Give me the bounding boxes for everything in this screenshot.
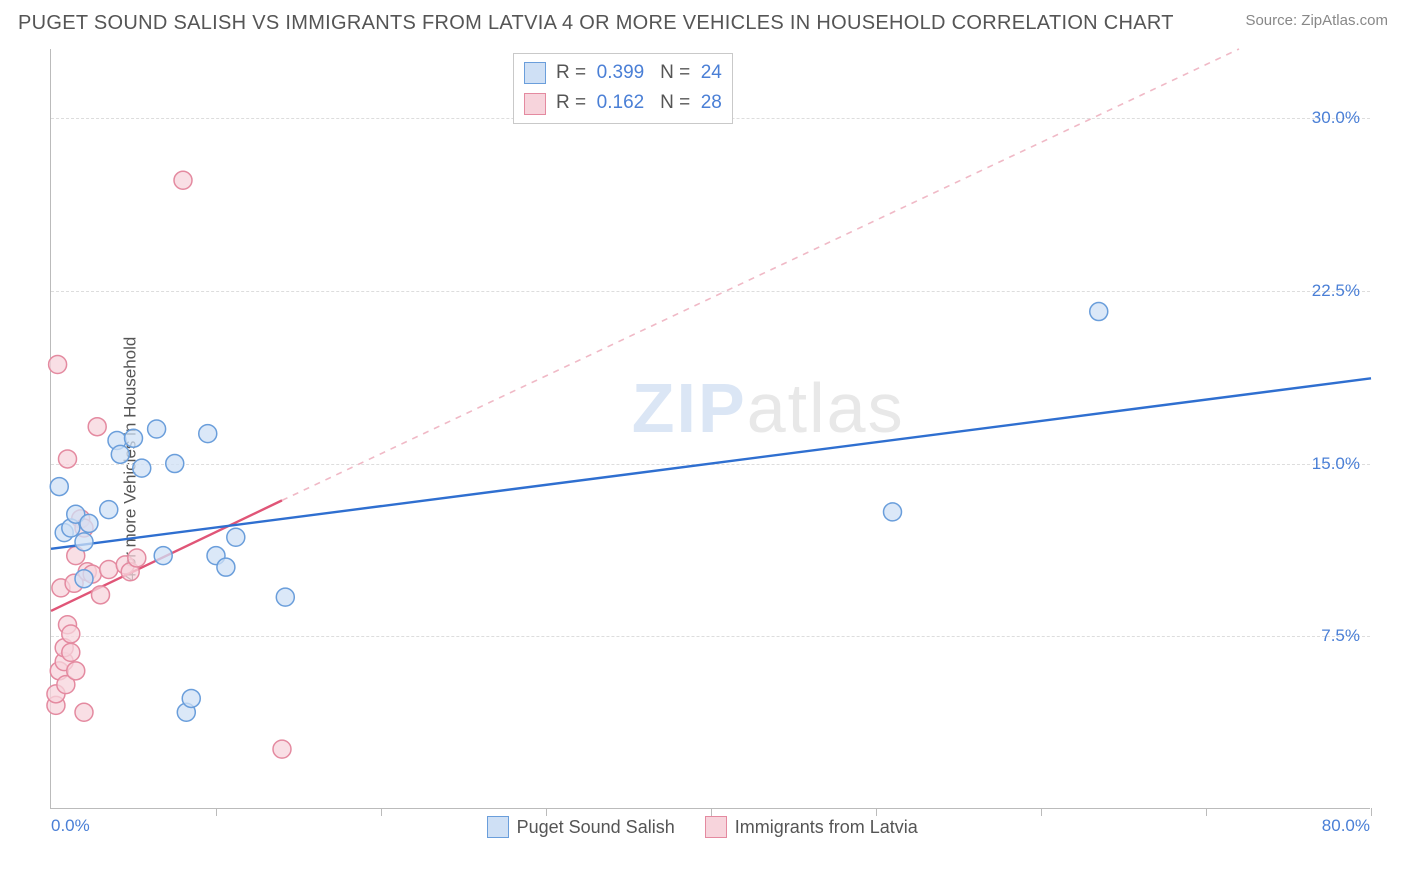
scatter-svg [51,49,1371,809]
x-tick [1041,808,1042,816]
data-point [276,588,294,606]
data-point [1090,303,1108,321]
legend-swatch [487,816,509,838]
data-point [50,478,68,496]
legend-swatch [705,816,727,838]
data-point [111,445,129,463]
legend-label: Puget Sound Salish [517,817,675,838]
data-point [75,703,93,721]
data-point [273,740,291,758]
data-point [174,171,192,189]
legend-bottom: Puget Sound Salish Immigrants from Latvia [487,816,918,838]
data-point [75,533,93,551]
x-tick [711,808,712,816]
x-tick [1371,808,1372,816]
data-point [199,425,217,443]
chart-title: PUGET SOUND SALISH VS IMMIGRANTS FROM LA… [18,12,1174,35]
legend-stats-row: R = 0.399 N = 24 [524,58,722,88]
x-tick [381,808,382,816]
data-point [100,501,118,519]
x-axis-start-label: 0.0% [51,816,90,836]
plot-area: 7.5%15.0%22.5%30.0%ZIPatlasR = 0.399 N =… [50,49,1370,809]
legend-item: Immigrants from Latvia [705,816,918,838]
x-tick [546,808,547,816]
data-point [166,455,184,473]
x-tick [216,808,217,816]
legend-swatch [524,93,546,115]
data-point [128,549,146,567]
data-point [92,586,110,604]
legend-stats-text: R = 0.399 N = 24 [556,58,722,88]
legend-stats-text: R = 0.162 N = 28 [556,88,722,118]
data-point [884,503,902,521]
chart-header: PUGET SOUND SALISH VS IMMIGRANTS FROM LA… [0,0,1406,39]
trend-line-dashed [282,49,1239,500]
legend-label: Immigrants from Latvia [735,817,918,838]
legend-swatch [524,62,546,84]
chart-source: Source: ZipAtlas.com [1245,12,1388,29]
x-axis-end-label: 80.0% [1322,816,1370,836]
data-point [182,689,200,707]
x-tick [1206,808,1207,816]
data-point [88,418,106,436]
data-point [133,459,151,477]
data-point [62,643,80,661]
data-point [227,528,245,546]
data-point [62,625,80,643]
data-point [125,429,143,447]
data-point [100,560,118,578]
data-point [154,547,172,565]
data-point [75,570,93,588]
data-point [217,558,235,576]
legend-stats: R = 0.399 N = 24R = 0.162 N = 28 [513,53,733,124]
x-tick [876,808,877,816]
data-point [67,662,85,680]
legend-stats-row: R = 0.162 N = 28 [524,88,722,118]
data-point [80,514,98,532]
legend-item: Puget Sound Salish [487,816,675,838]
data-point [148,420,166,438]
data-point [59,450,77,468]
chart-container: 4 or more Vehicles in Household 7.5%15.0… [0,39,1406,879]
data-point [49,356,67,374]
trend-line [51,378,1371,548]
